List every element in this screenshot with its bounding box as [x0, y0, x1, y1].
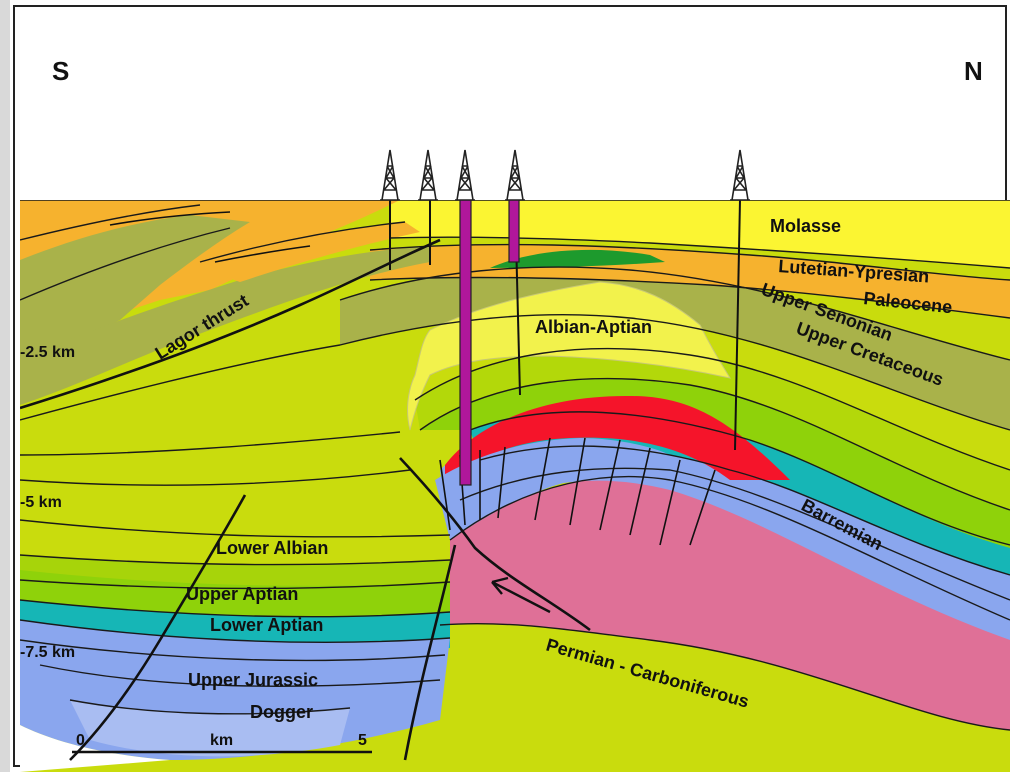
faults [20, 211, 716, 761]
depth-label-2-5: -2.5 km [20, 344, 75, 361]
light-green-band [415, 348, 1010, 510]
scale-unit: km [210, 732, 233, 749]
left-fault-2 [403, 544, 457, 761]
main-fault [399, 457, 591, 632]
blue-block [435, 438, 670, 540]
lagor-thrust-line [20, 238, 441, 410]
depth-label-7-5: -7.5 km [20, 644, 75, 661]
label-upper-jurassic: Upper Jurassic [188, 670, 318, 690]
derrick-icon [418, 149, 438, 201]
derricks [380, 149, 750, 201]
orientation-north: N [964, 56, 983, 86]
label-lower-aptian: Lower Aptian [210, 615, 323, 635]
scale-start: 0 [76, 732, 85, 749]
dogger-band [70, 700, 350, 757]
red-reservoir [445, 395, 790, 480]
horizon-lines [20, 200, 1010, 731]
thrust-sheet-orange-2 [200, 222, 420, 282]
fault-ticks-1 [439, 446, 506, 531]
scale-end: 5 [358, 732, 367, 749]
green-band-right [420, 378, 1010, 548]
thrust-arrow [491, 576, 551, 614]
white-basement [20, 725, 170, 772]
permian-layer [440, 476, 1010, 730]
depth-label-5: -5 km [20, 494, 62, 511]
derrick-icon [455, 149, 475, 201]
thrust-sheet-olive-2 [20, 246, 430, 405]
label-lower-albian: Lower Albian [216, 538, 328, 558]
derrick-icon [730, 149, 750, 201]
left-fault-1 [69, 494, 247, 761]
thrust-sheet-olive [20, 215, 250, 360]
fault-ticks-2 [534, 437, 716, 546]
label-upper-aptian: Upper Aptian [186, 584, 298, 604]
derrick-icon [505, 149, 525, 201]
lower-albian-band [20, 520, 450, 565]
jurassic-blue-right [440, 426, 1010, 640]
diagram-frame: S N -2.5 km -5 km -7.5 km Molasse Luteti… [10, 0, 1011, 772]
well-main [459, 200, 472, 486]
wells [389, 200, 741, 486]
shallow-faults [109, 211, 311, 263]
scale-bar: 0 km 5 [72, 732, 372, 754]
cross-section: S N -2.5 km -5 km -7.5 km Molasse Luteti… [13, 5, 1010, 772]
well-short [508, 200, 520, 263]
orientation-south: S [52, 56, 69, 86]
derrick-icon [380, 149, 400, 201]
label-albian-aptian: Albian-Aptian [535, 317, 652, 337]
label-dogger: Dogger [250, 702, 313, 722]
green-lens [490, 249, 665, 268]
label-molasse: Molasse [770, 216, 841, 236]
molasse-layer [390, 200, 1010, 268]
